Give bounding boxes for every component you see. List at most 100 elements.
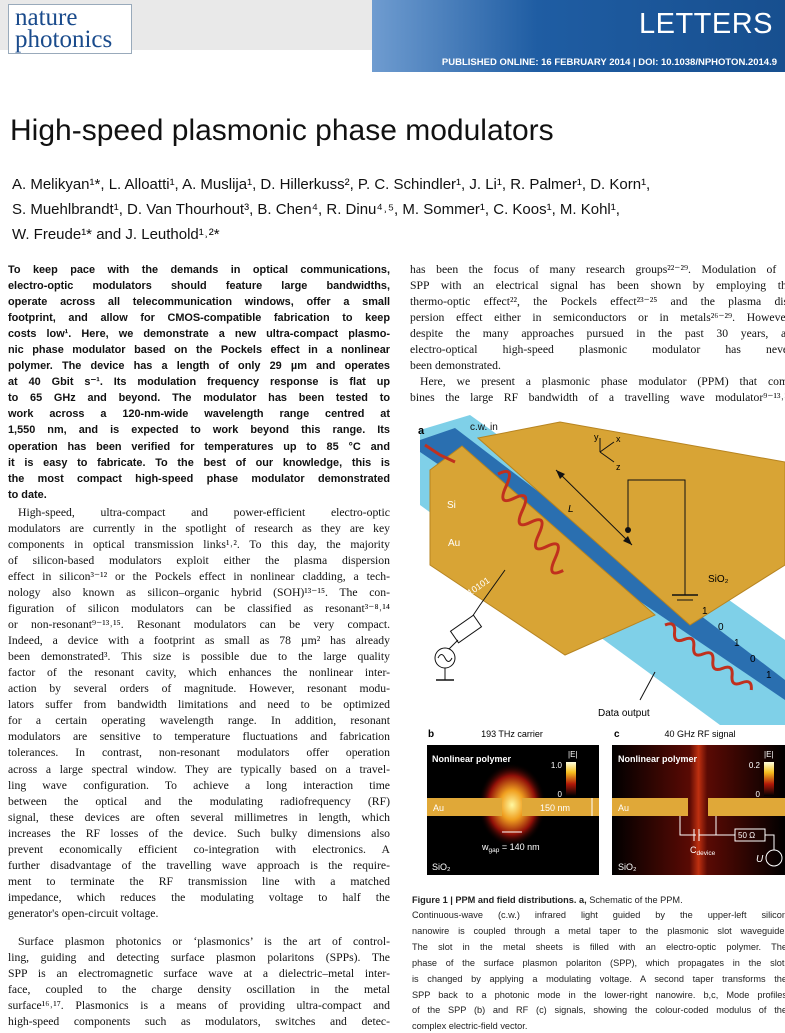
body-line: modulators are sensitive to temperature … [8, 729, 390, 745]
subscript: gap [489, 847, 500, 854]
body-line: figuration of silicon modulators can be … [8, 601, 390, 617]
body-line: Here, we present a plasmonic phase modul… [420, 374, 785, 390]
abstract-line: footprint, and allow for CMOS-compatible… [8, 310, 390, 326]
author-line: W. Freude¹* and J. Leuthold¹˒²* [12, 226, 220, 243]
bit: 0 [718, 622, 724, 633]
driver-box [451, 615, 482, 643]
label: SiO₂ [618, 862, 637, 872]
label: SiO₂ [708, 574, 729, 585]
bit: 0 [750, 654, 756, 665]
subscript: device [697, 850, 716, 857]
panel-title: 40 GHz RF signal [664, 729, 735, 739]
body-line: nology also known as silicon–organic hyb… [8, 585, 390, 601]
abstract-line: costs low¹. Here, we demonstrate a new u… [8, 326, 390, 342]
body-line: been demonstrated³. This size is possibl… [8, 649, 390, 665]
abstract-line: to 65 GHz and beyond. The modulator has … [8, 390, 390, 406]
body-line: increases the RF losses of the device. S… [8, 826, 390, 842]
label: c.w. in [470, 422, 498, 433]
body-line: prevent economically efficient co-integr… [8, 842, 390, 858]
body-line: surface¹⁶˒¹⁷. Plasmonics is a means of p… [8, 998, 390, 1014]
body-line: further disadvantage of the travelling w… [8, 858, 390, 874]
body-line: modulators are currently in the spotligh… [8, 521, 390, 537]
body-line: Indeed, a device with a footprint as sma… [8, 633, 390, 649]
label: Au [618, 803, 629, 813]
gold [708, 798, 785, 816]
label: 150 nm [540, 803, 570, 813]
bit: 1 [734, 638, 740, 649]
author-line: S. Muehlbrandt¹, D. Van Thourhout³, B. C… [12, 201, 620, 218]
abstract-line: to date. [8, 487, 390, 503]
body-line: Surface plasmon photonics or ‘plasmonics… [18, 934, 390, 950]
panel-title: 193 THz carrier [481, 729, 543, 739]
panel-c: c 40 GHz RF signal Nonlinear polymer |E|… [612, 729, 785, 875]
panel-label: b [428, 729, 434, 740]
body-line: of silicon-based modulators exploit eith… [8, 553, 390, 569]
caption-first-line: Figure 1 | PPM and field distributions. … [412, 892, 785, 908]
body-line: effect in silicon³⁻¹² or the Pockels eff… [8, 569, 390, 585]
abstract-line: electro-optic modulators should feature … [8, 278, 390, 294]
abstract-line: polymer. The device has a length of only… [8, 358, 390, 374]
caption-text: Schematic of the PPM. [589, 895, 682, 905]
body-line: impedance, which reduces the modulating … [8, 890, 390, 906]
caption-line: Continuous-wave (c.w.) infrared light gu… [412, 908, 785, 924]
label: |E| [568, 750, 578, 759]
panel-label: c [614, 729, 620, 740]
axis-label: x [616, 434, 621, 444]
panel-a: a c.w. in y x z Si L Au 10101 SiO₂ 1 0 1… [418, 415, 785, 725]
abstract-line: To keep pace with the demands in optical… [8, 262, 390, 278]
label: SiO₂ [432, 862, 451, 872]
axis-label: z [616, 462, 621, 472]
body-line: ment to terminate the RF transmission li… [8, 874, 390, 890]
body-line: components in optical transmission links… [8, 537, 390, 553]
caption-line: complex electric-field vector. [412, 1019, 785, 1033]
signal-wire [448, 640, 458, 650]
output-pointer [640, 672, 655, 700]
label: Nonlinear polymer [618, 754, 698, 764]
caption-line: nanowire is coupled through a metal tape… [412, 924, 785, 940]
body-line: across a large spectral window. They are… [8, 762, 390, 778]
caption-line: is changed by applying a modulating volt… [412, 972, 785, 988]
body-line: electro-optical high-speed plasmonic mod… [410, 342, 785, 358]
bit: 1 [766, 670, 772, 681]
caption-line: The slot in the metal sheets is filled w… [412, 940, 785, 956]
text: = 140 nm [499, 842, 539, 852]
label: L [568, 504, 574, 515]
axis-label: y [594, 432, 599, 442]
author-line: A. Melikyan¹*, L. Alloatti¹, A. Muslija¹… [12, 176, 650, 193]
body-line: face, coupled to the charge density osci… [8, 982, 390, 998]
body-line: generator's open-circuit voltage. [8, 906, 390, 922]
caption-heading: Figure 1 | PPM and field distributions. [412, 895, 576, 905]
body-line: High-speed, ultra-compact and power-effi… [18, 505, 390, 521]
caption-line: SPP back to a photonic mode in the lower… [412, 988, 785, 1004]
abstract-line: work across a 120-nm-wide wavelength ran… [8, 406, 390, 422]
body-line: despite the many approaches pursued in t… [410, 326, 785, 342]
abstract-line: the most compact high-speed phase modula… [8, 471, 390, 487]
body-line: thermo-optic effect²², the Pockels effec… [410, 294, 785, 310]
label: 1.0 [551, 761, 563, 770]
abstract-line: nic phase modulator based on the Pockels… [8, 342, 390, 358]
panel-b: b 193 THz carrier Nonlinear polymer |E| … [427, 729, 599, 875]
body-line: ling, guiding and detecting surface plas… [8, 950, 390, 966]
body-line: high-speed components such as modulators… [8, 1014, 390, 1030]
colorbar [566, 762, 576, 796]
body-line: persion effect either in semiconductors … [410, 310, 785, 326]
body-line: has been the focus of many research grou… [410, 262, 785, 278]
label: |E| [764, 750, 774, 759]
body-line: action by several orders of magnitude. H… [8, 681, 390, 697]
label: Nonlinear polymer [432, 754, 512, 764]
label: 0 [756, 790, 761, 799]
label: Data output [598, 708, 650, 719]
colorbar [764, 762, 774, 796]
label: U [756, 854, 764, 865]
abstract-line: at 40 Gbit s⁻¹. Its modulation frequency… [8, 374, 390, 390]
body-line: SPP is an electromagnetic surface wave a… [8, 966, 390, 982]
body-line: SPP with an electrical signal has been s… [410, 278, 785, 294]
label: Au [433, 803, 444, 813]
page: nature photonics LETTERS PUBLISHED ONLIN… [0, 0, 785, 1033]
caption-line: of the SPP (b) and RF (c) signals, showi… [412, 1003, 785, 1019]
panel-label: a [418, 425, 425, 437]
abstract-line: it is easy to fabricate. To the best of … [8, 455, 390, 471]
label: Si [447, 500, 456, 511]
abstract-line: 1,550 nm, and is expected to work beyond… [8, 422, 390, 438]
bit: 1 [702, 606, 708, 617]
